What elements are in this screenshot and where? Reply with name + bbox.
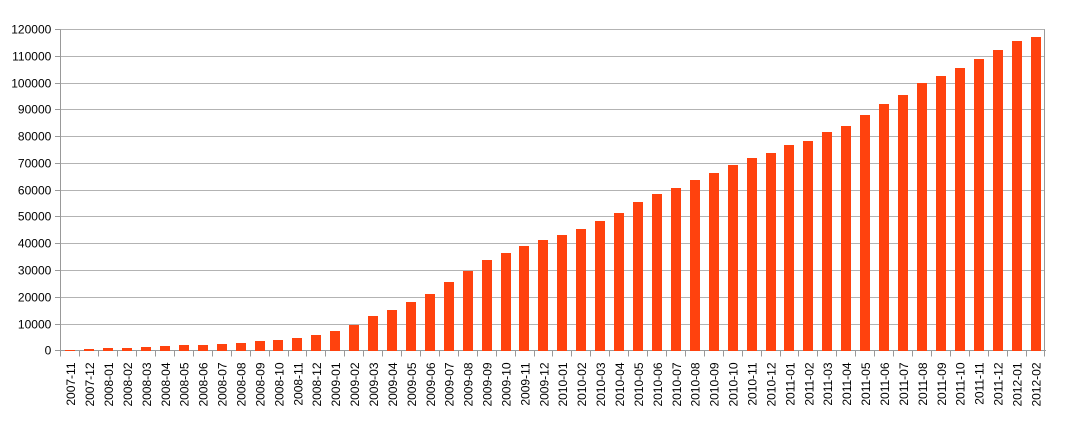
svg-text:2011-04: 2011-04 xyxy=(840,362,854,405)
svg-text:2008-05: 2008-05 xyxy=(178,362,192,406)
svg-text:2008-09: 2008-09 xyxy=(253,362,267,406)
svg-text:2011-06: 2011-06 xyxy=(878,362,892,405)
svg-text:110000: 110000 xyxy=(12,50,51,64)
svg-text:2011-09: 2011-09 xyxy=(935,362,949,405)
svg-text:2007-12: 2007-12 xyxy=(83,362,97,406)
svg-text:30000: 30000 xyxy=(18,264,52,278)
svg-text:2008-10: 2008-10 xyxy=(272,362,286,406)
svg-text:2008-03: 2008-03 xyxy=(140,362,154,406)
svg-text:2011-08: 2011-08 xyxy=(916,362,930,405)
svg-text:2010-08: 2010-08 xyxy=(689,362,703,406)
svg-text:2010-06: 2010-06 xyxy=(651,362,665,406)
svg-text:2009-10: 2009-10 xyxy=(499,362,513,406)
svg-text:2009-03: 2009-03 xyxy=(367,362,381,406)
svg-text:2012-02: 2012-02 xyxy=(1029,362,1043,406)
svg-text:80000: 80000 xyxy=(18,130,52,144)
svg-text:2010-02: 2010-02 xyxy=(575,362,589,406)
svg-text:2010-09: 2010-09 xyxy=(708,362,722,406)
svg-text:0: 0 xyxy=(45,344,52,358)
svg-text:2008-11: 2008-11 xyxy=(291,362,305,405)
svg-text:2008-04: 2008-04 xyxy=(159,362,173,406)
svg-text:2010-12: 2010-12 xyxy=(764,362,778,406)
svg-text:2009-01: 2009-01 xyxy=(329,362,343,406)
svg-text:40000: 40000 xyxy=(18,237,52,251)
svg-text:100000: 100000 xyxy=(11,77,51,91)
svg-text:2008-07: 2008-07 xyxy=(216,362,230,406)
svg-text:2009-09: 2009-09 xyxy=(481,362,495,406)
svg-text:2008-12: 2008-12 xyxy=(310,362,324,406)
svg-text:2010-03: 2010-03 xyxy=(594,362,608,406)
svg-text:2009-05: 2009-05 xyxy=(405,362,419,406)
svg-text:70000: 70000 xyxy=(18,157,52,171)
svg-text:2011-07: 2011-07 xyxy=(897,362,911,405)
svg-text:2011-10: 2011-10 xyxy=(954,362,968,405)
svg-text:2009-07: 2009-07 xyxy=(443,362,457,406)
svg-text:2011-11: 2011-11 xyxy=(973,362,987,405)
svg-text:10000: 10000 xyxy=(18,318,52,332)
svg-text:120000: 120000 xyxy=(11,23,51,37)
svg-text:2011-01: 2011-01 xyxy=(783,362,797,405)
svg-text:2008-01: 2008-01 xyxy=(102,362,116,406)
svg-text:20000: 20000 xyxy=(18,291,52,305)
svg-text:2008-06: 2008-06 xyxy=(197,362,211,406)
svg-text:2009-04: 2009-04 xyxy=(386,362,400,406)
svg-text:2008-02: 2008-02 xyxy=(121,362,135,406)
svg-text:2009-06: 2009-06 xyxy=(424,362,438,406)
svg-text:2009-12: 2009-12 xyxy=(537,362,551,406)
svg-text:2011-02: 2011-02 xyxy=(802,362,816,405)
svg-text:2010-07: 2010-07 xyxy=(670,362,684,406)
svg-text:2010-01: 2010-01 xyxy=(556,362,570,406)
svg-text:90000: 90000 xyxy=(18,103,52,117)
svg-text:2007-11: 2007-11 xyxy=(64,362,78,405)
svg-text:2009-08: 2009-08 xyxy=(462,362,476,406)
svg-text:2011-12: 2011-12 xyxy=(992,362,1006,405)
svg-text:2010-11: 2010-11 xyxy=(746,362,760,405)
svg-text:2010-05: 2010-05 xyxy=(632,362,646,406)
svg-text:2010-04: 2010-04 xyxy=(613,362,627,406)
svg-text:2010-10: 2010-10 xyxy=(727,362,741,406)
svg-text:60000: 60000 xyxy=(18,184,52,198)
svg-text:2009-02: 2009-02 xyxy=(348,362,362,406)
svg-text:2011-03: 2011-03 xyxy=(821,362,835,405)
svg-text:2009-11: 2009-11 xyxy=(518,362,532,405)
svg-text:2011-05: 2011-05 xyxy=(859,362,873,405)
svg-text:2008-08: 2008-08 xyxy=(234,362,248,406)
svg-text:50000: 50000 xyxy=(18,210,52,224)
svg-text:2012-01: 2012-01 xyxy=(1010,362,1024,406)
